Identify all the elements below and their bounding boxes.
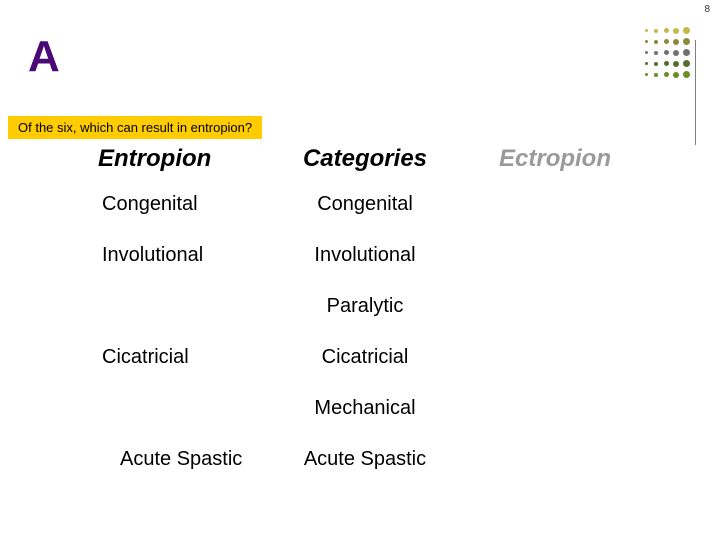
decoration-dot [683,27,690,34]
decoration-dot [683,38,690,45]
cell-category: Acute Spastic [270,448,460,471]
decoration-dot [673,28,679,34]
decoration-dot [645,62,648,65]
slide-title-letter: A [28,32,60,82]
cell-category: Congenital [270,193,460,216]
decoration-dot [683,49,690,56]
cell-ectropion [460,448,650,471]
slide-number: 8 [704,4,710,15]
dot-grid-decoration [642,27,690,78]
cell-category: Mechanical [270,397,460,420]
table-row: CicatricialCicatricial [80,346,660,369]
cell-ectropion [460,193,650,216]
table-row: Paralytic [80,295,660,318]
cell-entropion: Cicatricial [80,346,270,369]
cell-entropion [80,295,270,318]
cell-category: Paralytic [270,295,460,318]
decoration-dot [664,50,669,55]
decoration-dot [683,60,690,67]
decoration-dot [673,61,679,67]
decoration-dot [664,39,669,44]
cell-ectropion [460,397,650,420]
cell-category: Cicatricial [270,346,460,369]
table-row: Mechanical [80,397,660,420]
decoration-dot [664,72,669,77]
decoration-dot [654,73,658,77]
cell-ectropion [460,295,650,318]
cell-category: Involutional [270,244,460,267]
decoration-dot [645,51,648,54]
header-categories: Categories [270,145,460,173]
cell-ectropion [460,244,650,267]
accent-bar [695,40,696,145]
decoration-dot [654,51,658,55]
decoration-dot [673,72,679,78]
decoration-dot [683,71,690,78]
cell-entropion [80,397,270,420]
question-box: Of the six, which can result in entropio… [8,116,262,139]
decoration-dot [673,39,679,45]
decoration-dot [654,40,658,44]
decoration-dot [664,28,669,33]
cell-entropion: Acute Spastic [80,448,270,471]
decoration-dot [645,40,648,43]
header-entropion: Entropion [80,145,270,173]
decoration-dot [664,61,669,66]
table-row: CongenitalCongenital [80,193,660,216]
decoration-dot [673,50,679,56]
decoration-dot [654,29,658,33]
decoration-dot [645,73,648,76]
cell-ectropion [460,346,650,369]
table-header-row: Entropion Categories Ectropion [80,145,660,173]
decoration-dot [645,29,648,32]
decoration-dot [654,62,658,66]
table-row: Acute SpasticAcute Spastic [80,448,660,471]
header-ectropion: Ectropion [460,145,650,173]
table-row: InvolutionalInvolutional [80,244,660,267]
cell-entropion: Involutional [80,244,270,267]
comparison-table: Entropion Categories Ectropion Congenita… [80,145,660,499]
cell-entropion: Congenital [80,193,270,216]
